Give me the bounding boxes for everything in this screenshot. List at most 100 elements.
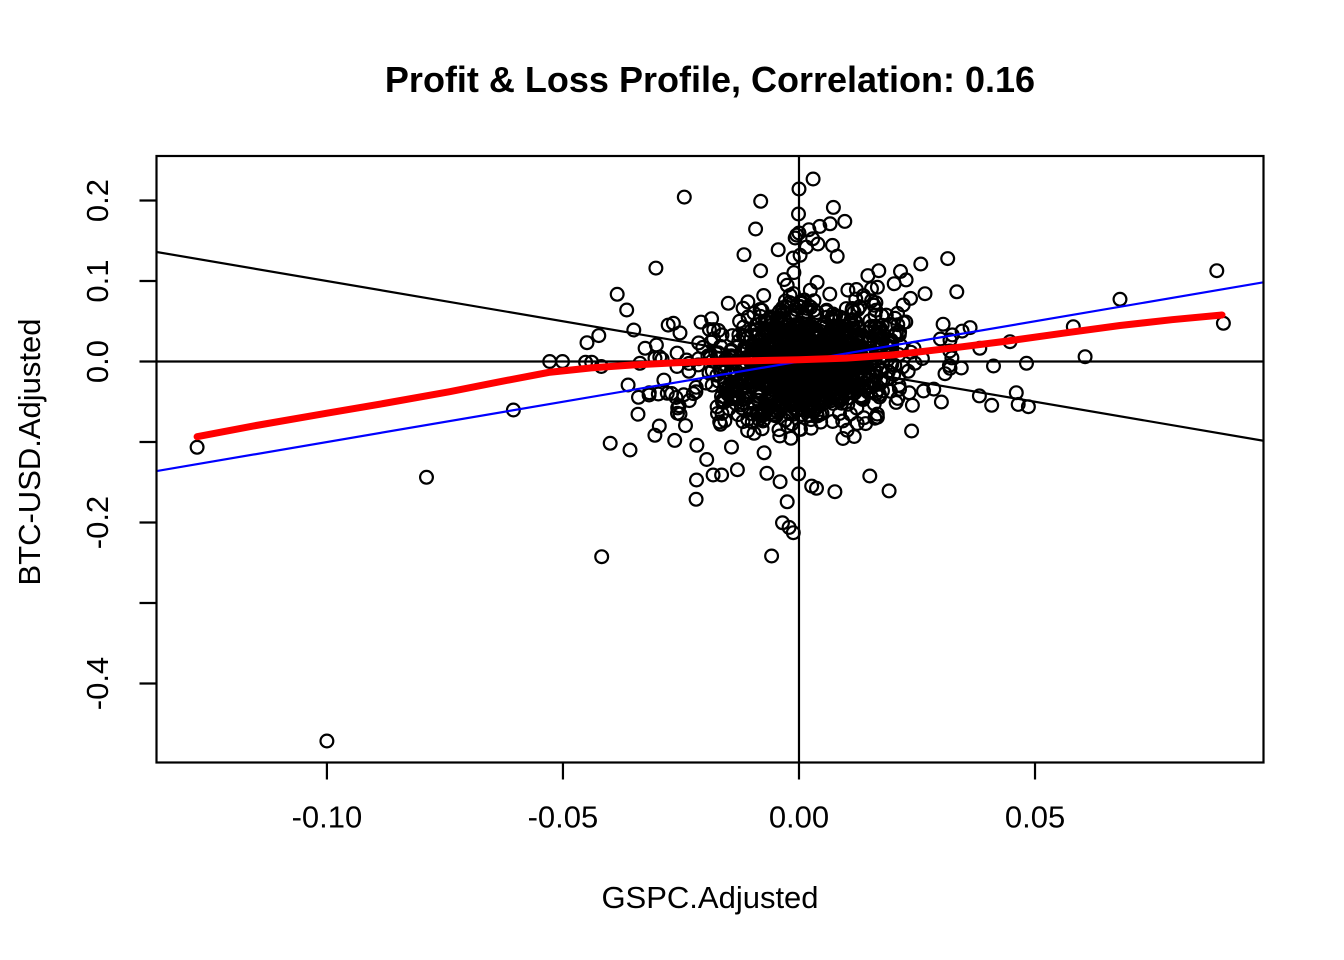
scatter-point	[705, 331, 721, 347]
scatter-point	[723, 439, 739, 455]
scatter-point	[714, 467, 730, 483]
scatter-point	[869, 406, 885, 422]
scatter-point	[746, 425, 762, 441]
scatter-point	[647, 427, 663, 443]
scatter-point	[786, 383, 802, 399]
scatter-point	[803, 320, 819, 336]
scatter-point	[882, 316, 898, 332]
scatter-point	[747, 396, 763, 412]
scatter-point	[756, 412, 772, 428]
scatter-point	[915, 383, 931, 399]
scatter-point	[801, 298, 817, 314]
scatter-point	[913, 256, 929, 272]
scatter-point	[669, 345, 685, 361]
scatter-point	[874, 383, 890, 399]
scatter-point	[619, 302, 635, 318]
scatter-point	[1215, 315, 1231, 331]
scatter-point	[834, 382, 850, 398]
scatter-point	[984, 397, 1000, 413]
lowess-curve-layer	[193, 311, 1226, 441]
scatter-point	[659, 385, 675, 401]
scatter-point	[848, 291, 864, 307]
scatter-point	[902, 290, 918, 306]
scatter-point	[419, 469, 435, 485]
scatter-point	[676, 387, 692, 403]
scatter-point	[904, 397, 920, 413]
reference-lines-layer	[156, 156, 1264, 763]
scatter-point	[940, 251, 956, 267]
scatter-point	[693, 314, 709, 330]
scatter-point	[770, 242, 786, 258]
scatter-point	[189, 439, 205, 455]
scatter-point	[753, 263, 769, 279]
scatter-point	[786, 265, 802, 281]
scatter-point	[937, 366, 953, 382]
scatter-point	[753, 308, 769, 324]
scatter-point	[853, 390, 869, 406]
scatter-point	[808, 480, 824, 496]
scatter-point	[1018, 355, 1034, 371]
scatter-point	[609, 286, 625, 302]
scatter-point	[855, 288, 871, 304]
scatter-point	[795, 309, 811, 325]
scatter-point	[773, 386, 789, 402]
scatter-point	[794, 407, 810, 423]
scatter-point	[827, 484, 843, 500]
scatter-point	[626, 322, 642, 338]
y-tick-label: 0.1	[80, 259, 115, 302]
scatter-point	[873, 372, 889, 388]
x-tick-label: -0.10	[292, 800, 363, 835]
scatter-point	[688, 472, 704, 488]
scatter-point	[667, 432, 683, 448]
x-axis-title: GSPC.Adjusted	[601, 880, 818, 915]
scatter-point	[759, 465, 775, 481]
scatter-point	[866, 297, 882, 313]
scatter-point	[862, 313, 878, 329]
scatter-point	[579, 335, 595, 351]
scatter-point	[860, 268, 876, 284]
scatter-point	[780, 382, 796, 398]
scatter-point	[890, 317, 906, 333]
scatter-point	[825, 306, 841, 322]
scatter-point	[754, 328, 770, 344]
scatter-point	[670, 400, 686, 416]
y-tick-label: 0.2	[80, 179, 115, 222]
scatter-point	[971, 388, 987, 404]
scatter-point	[705, 467, 721, 483]
scatter-point	[788, 372, 804, 388]
scatter-point	[668, 390, 684, 406]
scatter-point	[622, 442, 638, 458]
scatter-point	[736, 247, 752, 263]
scatter-point	[801, 222, 817, 238]
identity-line	[156, 281, 1264, 473]
scatter-point	[751, 411, 767, 427]
scatter-point	[756, 445, 772, 461]
scatter-point	[881, 483, 897, 499]
scatter-point	[699, 452, 715, 468]
scatter-point	[672, 325, 688, 341]
scatter-point	[869, 279, 885, 295]
scatter-point	[809, 274, 825, 290]
scatter-point	[805, 368, 821, 384]
scatter-point	[676, 189, 692, 205]
scatter-point	[837, 213, 853, 229]
scatter-point	[771, 422, 787, 438]
scatter-point	[904, 423, 920, 439]
scatter-point	[814, 396, 830, 412]
scatter-point	[732, 313, 748, 329]
scatter-points-layer	[189, 171, 1231, 749]
y-axis-title: BTC-USD.Adjusted	[12, 318, 47, 585]
scatter-point	[765, 382, 781, 398]
scatter-point	[886, 276, 902, 292]
scatter-point	[926, 381, 942, 397]
scatter-point	[704, 377, 720, 393]
scatter-point	[710, 323, 726, 339]
scatter-point	[829, 248, 845, 264]
scatter-point	[833, 389, 849, 405]
scatter-point	[825, 199, 841, 215]
scatter-point	[889, 305, 905, 321]
scatter-point	[828, 308, 844, 324]
scatter-point	[743, 373, 759, 389]
scatter-point	[721, 401, 737, 417]
y-tick-label: 0.0	[80, 340, 115, 383]
